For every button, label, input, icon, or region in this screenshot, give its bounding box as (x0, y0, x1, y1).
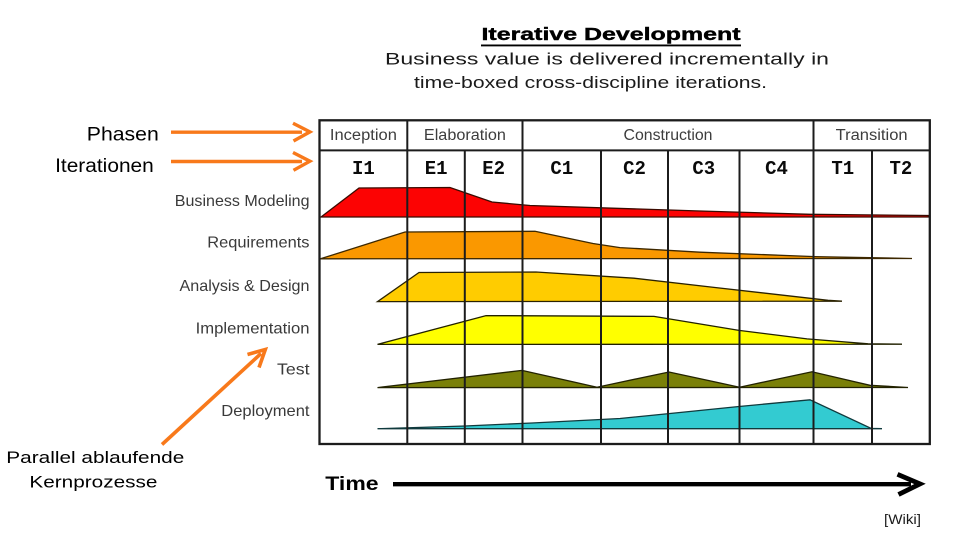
svg-text:Kernprozesse: Kernprozesse (29, 472, 157, 491)
svg-text:Implementation: Implementation (196, 321, 310, 338)
svg-text:Parallel ablaufende: Parallel ablaufende (6, 448, 184, 467)
svg-text:time-boxed cross-discipline it: time-boxed cross-discipline iterations. (414, 74, 767, 92)
svg-text:Test: Test (277, 362, 310, 379)
svg-text:Time: Time (325, 473, 378, 495)
svg-text:C2: C2 (623, 158, 646, 180)
svg-text:Requirements: Requirements (207, 235, 309, 252)
svg-text:T1: T1 (831, 158, 854, 180)
svg-text:Phasen: Phasen (87, 124, 159, 145)
svg-text:[Wiki]: [Wiki] (884, 511, 921, 527)
svg-text:E1: E1 (425, 158, 448, 180)
svg-text:T2: T2 (889, 158, 912, 180)
svg-text:Construction: Construction (624, 127, 713, 144)
svg-text:E2: E2 (482, 158, 505, 180)
svg-text:Inception: Inception (330, 127, 397, 144)
svg-text:Business value is delivered in: Business value is delivered incrementall… (385, 51, 829, 69)
svg-text:Elaboration: Elaboration (424, 127, 506, 144)
svg-text:Analysis & Design: Analysis & Design (180, 278, 310, 295)
svg-text:I1: I1 (352, 158, 375, 180)
svg-text:C1: C1 (550, 158, 573, 180)
svg-text:Transition: Transition (836, 127, 908, 144)
svg-text:Business Modeling: Business Modeling (175, 193, 310, 210)
svg-text:Iterationen: Iterationen (55, 156, 154, 177)
svg-text:C4: C4 (765, 158, 788, 180)
svg-text:C3: C3 (692, 158, 715, 180)
svg-text:Iterative Development: Iterative Development (482, 24, 741, 44)
svg-text:Deployment: Deployment (221, 403, 310, 420)
